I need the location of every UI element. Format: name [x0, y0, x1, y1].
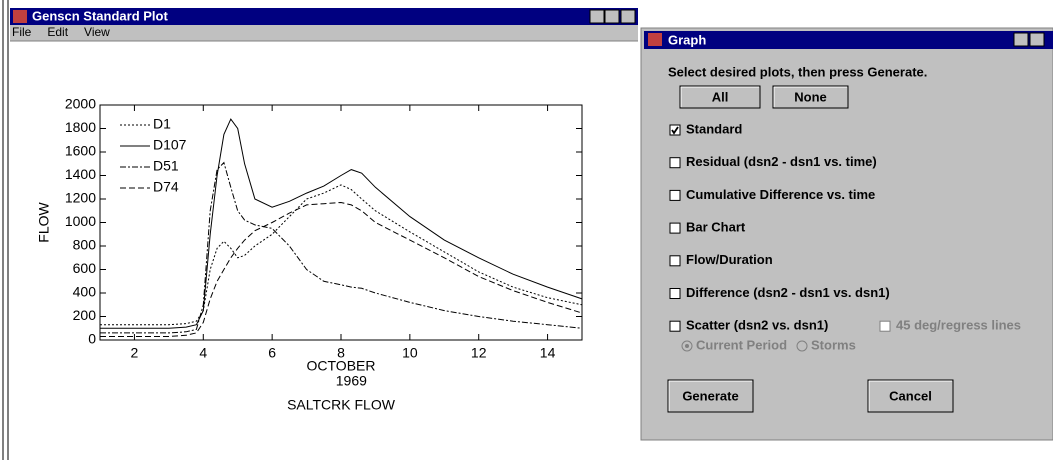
menu-bar [10, 25, 638, 41]
maximize-button[interactable] [604, 9, 620, 24]
option-label[interactable]: 45 deg/regress lines [896, 318, 1021, 333]
action-button[interactable] [667, 379, 754, 413]
select-button-label[interactable]: None [794, 89, 827, 104]
y-tick-label: 1400 [65, 166, 96, 182]
radio-label[interactable]: Current Period [696, 337, 787, 352]
minimize-button[interactable] [589, 9, 605, 24]
checkbox[interactable] [879, 320, 891, 332]
y-tick-label: 200 [73, 307, 97, 323]
x-tick-label: 12 [471, 345, 487, 361]
y-tick-label: 0 [88, 331, 96, 347]
select-button-label[interactable]: All [712, 89, 729, 104]
window-title: Genscn Standard Plot [32, 8, 168, 23]
option-label[interactable]: Bar Chart [686, 220, 746, 235]
x-tick-label: 14 [540, 345, 556, 361]
y-tick-label: 1200 [65, 190, 96, 206]
option-label[interactable]: Standard [686, 121, 742, 136]
option-label[interactable]: Residual (dsn2 - dsn1 vs. time) [686, 154, 877, 169]
legend-label: D107 [153, 137, 187, 153]
data-line [100, 161, 583, 334]
y-tick-label: 2000 [65, 96, 96, 112]
checkbox[interactable] [669, 255, 681, 267]
x-tick-label: 4 [199, 345, 207, 361]
legend-label: D1 [153, 116, 171, 132]
y-tick-label: 800 [73, 237, 97, 253]
option-label[interactable]: Difference (dsn2 - dsn1 vs. dsn1) [686, 285, 890, 300]
menu-item[interactable]: View [84, 25, 110, 39]
app-icon [13, 10, 27, 23]
close-button[interactable] [620, 9, 636, 24]
y-tick-label: 1600 [65, 143, 96, 159]
action-button[interactable] [867, 379, 954, 413]
action-button-label[interactable]: Generate [682, 388, 738, 403]
x-tick-label: 6 [268, 345, 276, 361]
window-buttons[interactable] [589, 9, 636, 24]
y-tick-label: 1800 [65, 119, 96, 135]
check-mark [671, 126, 679, 135]
x-tick-label: 2 [131, 345, 139, 361]
legend-label: D74 [153, 179, 179, 195]
checkbox[interactable] [669, 157, 681, 169]
checkbox[interactable] [669, 320, 681, 332]
x-tick-label: 10 [402, 345, 418, 361]
minimize-button[interactable] [1013, 32, 1029, 47]
data-line [100, 118, 583, 329]
menu-item[interactable]: File [12, 25, 32, 39]
x-tick-label: 8 [337, 345, 345, 361]
y-axis-label: FLOW [36, 201, 52, 242]
select-button[interactable] [772, 85, 849, 109]
option-label[interactable]: Scatter (dsn2 vs. dsn1) [686, 318, 828, 333]
title-bar [644, 31, 1053, 49]
select-button[interactable] [679, 85, 761, 109]
radio[interactable] [796, 340, 808, 352]
option-label[interactable]: Flow/Duration [686, 252, 773, 267]
y-tick-label: 1000 [65, 213, 96, 229]
dialog-title: Graph [668, 32, 706, 47]
plot-window [0, 0, 640, 460]
caption: SALTCRK FLOW [287, 397, 396, 413]
instruction: Select desired plots, then press Generat… [668, 64, 927, 79]
maximize-button[interactable] [1029, 32, 1045, 47]
checkbox[interactable] [669, 189, 681, 201]
legend-label: D51 [153, 158, 179, 174]
x-axis-year: 1969 [336, 373, 367, 389]
radio-label[interactable]: Storms [811, 337, 856, 352]
x-axis-label: OCTOBER [307, 358, 376, 374]
menu-item[interactable]: Edit [47, 25, 68, 39]
title-bar [10, 8, 638, 25]
checkbox[interactable] [669, 222, 681, 234]
action-button-label[interactable]: Cancel [889, 388, 932, 403]
option-label[interactable]: Cumulative Difference vs. time [686, 187, 875, 202]
app-icon [648, 33, 662, 46]
y-tick-label: 400 [73, 284, 97, 300]
y-tick-label: 600 [73, 260, 97, 276]
data-line [100, 201, 583, 337]
radio-dot [685, 344, 689, 348]
data-line [100, 184, 583, 326]
checkbox[interactable] [669, 288, 681, 299]
